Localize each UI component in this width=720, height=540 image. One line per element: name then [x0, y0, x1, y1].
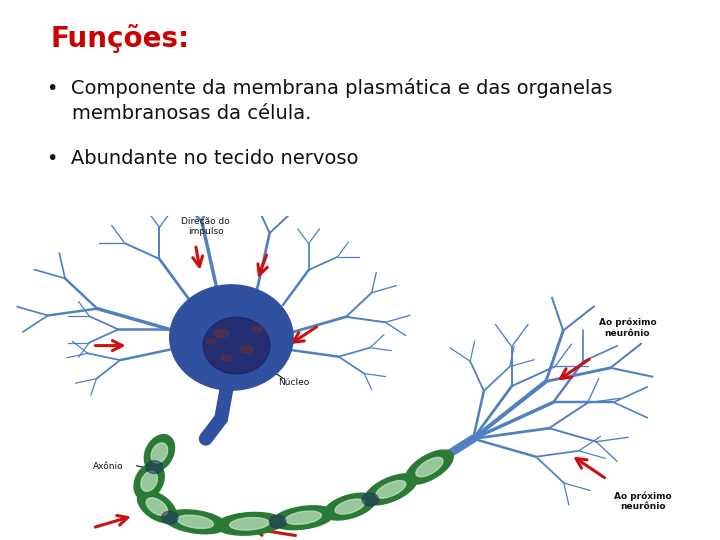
Ellipse shape [335, 499, 364, 514]
Ellipse shape [146, 498, 168, 515]
Circle shape [146, 461, 163, 474]
Text: Ao próximo
neurônio: Ao próximo neurônio [598, 318, 656, 338]
Text: Funções:: Funções: [50, 24, 189, 53]
Ellipse shape [134, 463, 164, 500]
Ellipse shape [240, 346, 253, 353]
Text: •  Abundante no tecido nervoso: • Abundante no tecido nervoso [47, 148, 359, 167]
Text: Ao próximo
neurônio: Ao próximo neurônio [614, 491, 672, 511]
Ellipse shape [144, 435, 174, 471]
Circle shape [269, 515, 286, 528]
Ellipse shape [324, 493, 376, 520]
Ellipse shape [213, 329, 229, 338]
Text: Núcleo: Núcleo [278, 378, 309, 387]
Ellipse shape [206, 339, 215, 344]
Circle shape [362, 493, 379, 506]
Ellipse shape [177, 515, 214, 529]
Ellipse shape [376, 481, 406, 498]
Ellipse shape [216, 512, 283, 535]
Ellipse shape [405, 450, 453, 484]
Text: Axônio: Axônio [93, 462, 123, 471]
Text: •  Componente da membrana plasmática e das organelas
    membranosas da célula.: • Componente da membrana plasmática e da… [47, 78, 612, 123]
Ellipse shape [365, 474, 417, 505]
Ellipse shape [165, 510, 226, 534]
Ellipse shape [285, 511, 322, 524]
Circle shape [161, 511, 178, 524]
Ellipse shape [138, 491, 176, 523]
Ellipse shape [273, 506, 334, 530]
Ellipse shape [203, 317, 270, 374]
Ellipse shape [170, 285, 293, 390]
Ellipse shape [141, 471, 158, 491]
Text: Direção do
impulso: Direção do impulso [181, 217, 230, 237]
Ellipse shape [221, 355, 231, 361]
Ellipse shape [416, 457, 443, 477]
Ellipse shape [230, 517, 269, 530]
Ellipse shape [252, 326, 262, 333]
Ellipse shape [151, 443, 168, 463]
